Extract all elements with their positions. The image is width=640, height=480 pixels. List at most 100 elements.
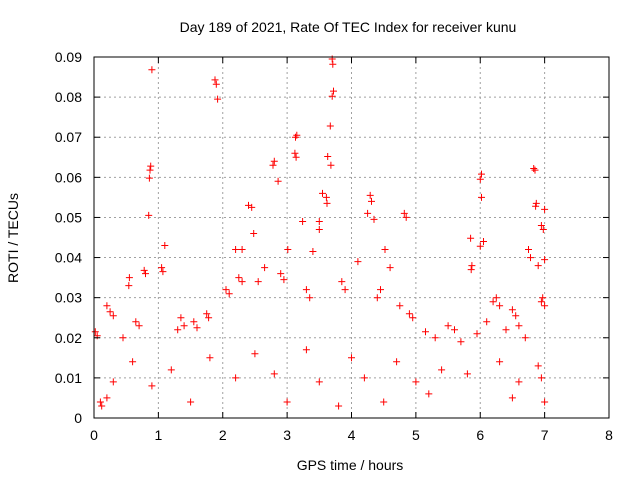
data-point-marker (537, 222, 545, 229)
data-point-marker (232, 374, 240, 382)
data-point-marker (309, 248, 317, 255)
data-point-marker (422, 328, 429, 336)
data-point-marker (283, 398, 291, 406)
data-point-marker (132, 318, 140, 326)
data-point-marker (103, 302, 111, 310)
y-tick-label: 0.07 (55, 129, 82, 145)
data-point-marker (438, 366, 446, 374)
data-point-marker (238, 246, 246, 253)
data-point-marker (129, 358, 137, 366)
data-point-marker (348, 354, 355, 362)
data-point-marker (329, 60, 337, 68)
axis-ticks: 0 1 2 3 4 5 6 7 8 0 0.01 0.02 0.03 0.04 0.05 0.06 0.07 0.… (55, 49, 613, 443)
data-point-marker (190, 318, 198, 326)
x-tick-label: 3 (283, 427, 291, 443)
y-tick-label: 0.06 (55, 169, 82, 185)
data-point-marker (396, 302, 404, 310)
data-point-marker (140, 266, 148, 274)
data-point-marker (161, 242, 169, 249)
data-point-marker (203, 310, 211, 318)
data-point-marker (98, 402, 106, 410)
data-point-marker (502, 326, 510, 334)
data-point-marker (291, 149, 299, 157)
data-point-marker (206, 354, 214, 362)
data-point-marker (250, 230, 258, 237)
y-tick-label: 0.09 (55, 49, 82, 65)
data-point-marker (323, 199, 331, 207)
x-tick-label: 8 (605, 427, 613, 443)
data-point-marker (146, 166, 154, 174)
data-point-marker (319, 189, 326, 197)
data-point-marker (148, 66, 156, 74)
data-point-marker (327, 161, 335, 169)
data-point-marker (284, 246, 292, 253)
data-point-marker (354, 258, 362, 266)
data-point-marker (457, 338, 465, 346)
data-point-marker (496, 358, 504, 366)
data-point-marker (119, 334, 127, 342)
data-point-marker (515, 322, 523, 330)
data-point-marker (541, 256, 549, 264)
data-point-marker (412, 378, 420, 386)
data-point-marker (232, 246, 240, 253)
data-point-marker (270, 157, 278, 165)
data-point-marker (315, 218, 323, 225)
data-point-marker (211, 76, 219, 84)
data-point-marker (463, 370, 471, 378)
data-point-marker (277, 270, 285, 278)
x-tick-label: 5 (412, 427, 420, 443)
data-point-marker (205, 314, 213, 322)
data-point-marker (251, 350, 259, 358)
data-point-marker (125, 282, 133, 290)
data-point-marker (187, 398, 195, 406)
data-point-marker (106, 308, 114, 316)
data-point-marker (476, 175, 484, 183)
data-point-marker (180, 322, 188, 330)
data-point-marker (368, 197, 375, 205)
data-point-marker (212, 80, 220, 88)
x-tick-label: 2 (219, 427, 227, 443)
data-point-marker (405, 310, 413, 318)
data-point-marker (109, 378, 117, 386)
data-point-marker (135, 322, 143, 330)
data-point-marker (508, 394, 516, 402)
data-point-marker (302, 346, 310, 354)
data-point-marker (496, 302, 504, 310)
data-point-marker (147, 162, 155, 170)
data-point-marker (158, 264, 166, 272)
data-point-marker (103, 394, 111, 402)
data-point-marker (254, 278, 262, 286)
data-point-marker (270, 370, 278, 378)
data-point-marker (235, 274, 243, 282)
data-point-marker (315, 226, 323, 233)
data-point-marker (96, 398, 104, 406)
data-point-marker (167, 366, 175, 374)
data-point-marker (537, 298, 545, 306)
y-tick-label: 0.08 (55, 89, 82, 105)
data-point-marker (468, 262, 476, 270)
data-point-marker (335, 402, 343, 410)
data-point-marker (451, 326, 458, 334)
data-point-marker (341, 286, 349, 294)
grid-lines (94, 57, 609, 418)
data-point-marker (280, 276, 288, 284)
data-point-marker (537, 374, 545, 382)
data-point-marker (527, 254, 534, 262)
data-point-marker (480, 238, 487, 245)
data-point-marker (467, 266, 475, 274)
data-point-marker (370, 215, 378, 223)
data-point-marker (125, 274, 133, 282)
y-tick-label: 0.04 (55, 250, 82, 266)
data-point-marker (541, 302, 549, 310)
data-point-marker (315, 378, 323, 386)
data-point-marker (534, 362, 542, 370)
x-tick-label: 6 (476, 427, 484, 443)
data-point-marker (539, 226, 547, 233)
data-point-marker (473, 330, 481, 338)
y-tick-label: 0.05 (55, 209, 82, 225)
y-tick-label: 0 (74, 410, 82, 426)
data-point-marker (326, 122, 334, 130)
data-point-marker (541, 398, 549, 406)
y-tick-label: 0.01 (55, 370, 82, 386)
